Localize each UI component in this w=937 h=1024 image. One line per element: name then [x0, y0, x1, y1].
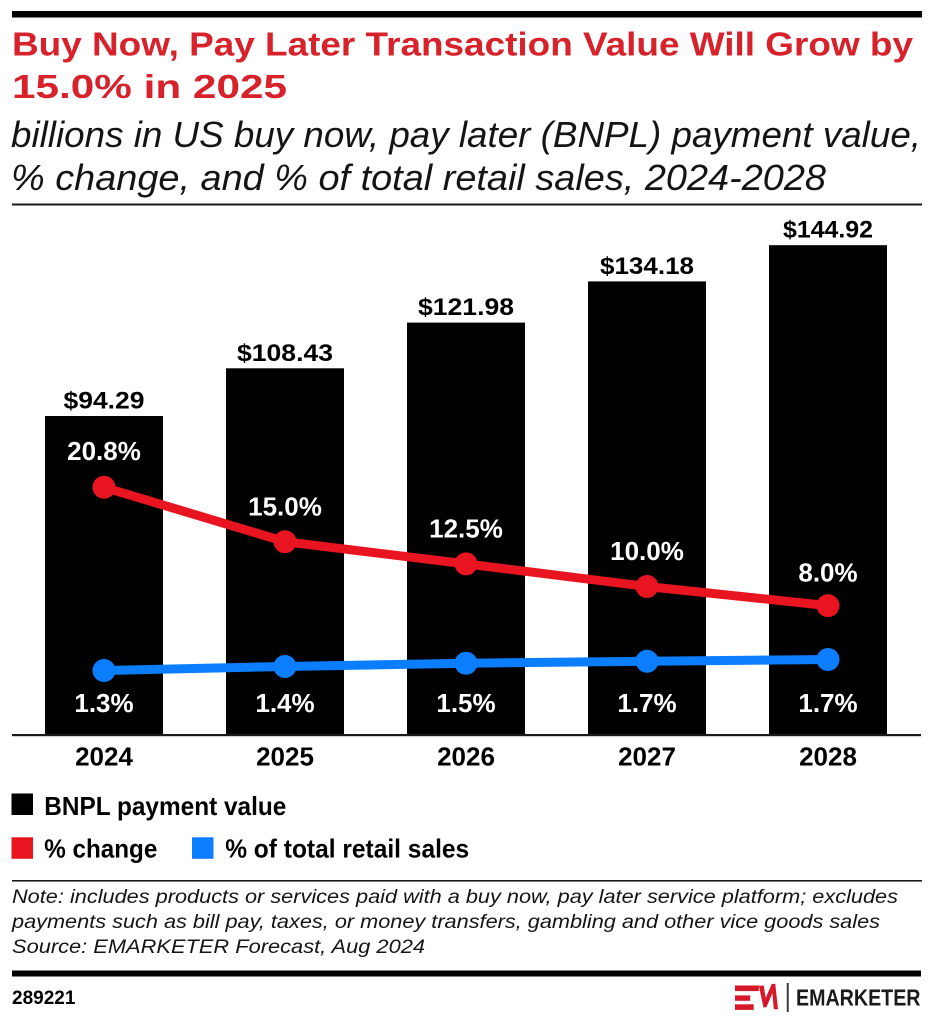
- svg-text:$121.98: $121.98: [418, 294, 514, 321]
- svg-text:EMARKETER: EMARKETER: [796, 985, 921, 1011]
- svg-text:BNPL payment value: BNPL payment value: [44, 791, 286, 821]
- svg-text:Note: includes products or ser: Note: includes products or services paid…: [12, 886, 898, 908]
- svg-text:12.5%: 12.5%: [429, 514, 503, 544]
- svg-text:Buy Now, Pay Later Transaction: Buy Now, Pay Later Transaction Value Wil…: [12, 25, 914, 62]
- svg-text:15.0% in 2025: 15.0% in 2025: [12, 68, 287, 105]
- svg-text:Source: EMARKETER Forecast, Au: Source: EMARKETER Forecast, Aug 2024: [12, 936, 425, 958]
- svg-text:10.0%: 10.0%: [610, 536, 684, 566]
- svg-text:% of total retail sales: % of total retail sales: [225, 834, 469, 864]
- svg-text:1.7%: 1.7%: [798, 688, 857, 718]
- svg-text:1.7%: 1.7%: [617, 688, 676, 718]
- svg-text:20.8%: 20.8%: [67, 436, 141, 466]
- svg-text:billions in US buy now, pay la: billions in US buy now, pay later (BNPL)…: [11, 114, 921, 155]
- svg-text:% change, and % of total retai: % change, and % of total retail sales, 2…: [11, 157, 826, 198]
- svg-text:payments such as bill pay, tax: payments such as bill pay, taxes, or mon…: [11, 911, 880, 933]
- svg-text:289221: 289221: [12, 988, 76, 1009]
- svg-text:2026: 2026: [437, 742, 495, 772]
- svg-text:$144.92: $144.92: [783, 217, 873, 244]
- svg-text:8.0%: 8.0%: [798, 558, 857, 588]
- svg-text:2027: 2027: [618, 742, 676, 772]
- svg-text:$94.29: $94.29: [64, 388, 145, 415]
- svg-text:2025: 2025: [256, 742, 314, 772]
- svg-text:1.5%: 1.5%: [436, 688, 495, 718]
- svg-text:15.0%: 15.0%: [248, 492, 322, 522]
- svg-text:% change: % change: [44, 834, 157, 864]
- svg-text:1.3%: 1.3%: [74, 688, 133, 718]
- svg-text:1.4%: 1.4%: [255, 688, 314, 718]
- svg-text:$134.18: $134.18: [600, 253, 694, 280]
- svg-text:2028: 2028: [799, 742, 857, 772]
- svg-text:$108.43: $108.43: [237, 340, 333, 367]
- svg-text:2024: 2024: [75, 742, 133, 772]
